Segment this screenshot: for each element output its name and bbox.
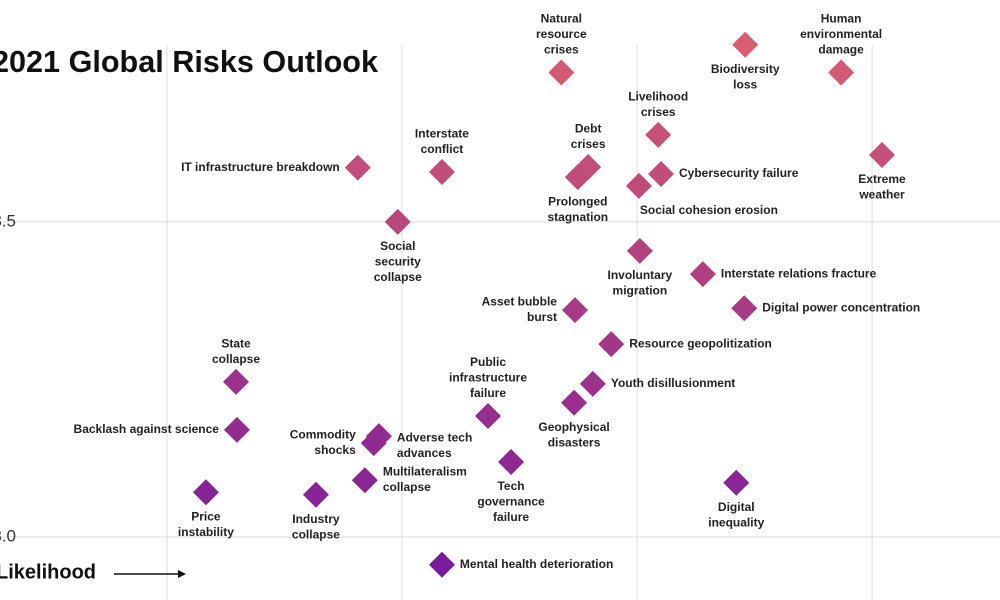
point-label: Price — [191, 509, 221, 523]
point-label: Youth disillusionment — [611, 376, 735, 390]
point-label: loss — [733, 77, 757, 91]
point-label: burst — [527, 310, 557, 324]
point-label: conflict — [421, 142, 464, 156]
point-label: Interstate relations fracture — [721, 266, 877, 280]
point-label: Debt — [575, 122, 602, 136]
point — [498, 448, 525, 475]
point-label: crises — [641, 105, 676, 119]
point — [548, 59, 575, 86]
point-label: Livelihood — [628, 90, 688, 104]
point-label: stagnation — [547, 210, 608, 224]
point-label: failure — [493, 510, 529, 524]
point-label: State — [221, 337, 251, 351]
x-axis-label: Likelihood — [0, 561, 96, 583]
point-label: Social — [380, 239, 415, 253]
point-label: collapse — [292, 527, 340, 541]
point-label: crises — [571, 137, 606, 151]
point-label: Industry — [292, 512, 340, 526]
point-label: Multilateralism — [383, 465, 467, 479]
point-label: Commodity — [290, 427, 356, 441]
point — [351, 467, 378, 494]
point-label: Social cohesion erosion — [640, 203, 778, 217]
point-label: Backlash against science — [74, 422, 220, 436]
point-label: governance — [477, 495, 545, 509]
point-label: Public — [470, 355, 506, 369]
point-label: Digital — [718, 500, 755, 514]
point — [626, 237, 653, 264]
point-label: security — [375, 255, 421, 269]
point — [868, 142, 895, 169]
point-label: failure — [470, 386, 506, 400]
point-label: environmental — [800, 27, 882, 41]
point-label: Cybersecurity failure — [679, 166, 799, 180]
point-label: Mental health deterioration — [460, 557, 613, 571]
point-label: inequality — [708, 515, 764, 529]
point — [223, 416, 250, 443]
point-label: Involuntary — [608, 268, 673, 282]
y-tick-label: 3.0 — [0, 526, 16, 545]
point — [731, 295, 758, 322]
point — [723, 469, 750, 496]
grid — [0, 45, 1000, 600]
point — [428, 551, 455, 578]
point-label: instability — [178, 525, 234, 539]
point — [344, 154, 371, 181]
point-label: weather — [858, 188, 905, 202]
point-label: Biodiversity — [711, 62, 780, 76]
point-label: Asset bubble — [482, 295, 558, 309]
point — [428, 159, 455, 186]
point — [561, 297, 588, 324]
point-label: shocks — [314, 443, 356, 457]
point — [828, 59, 855, 86]
point — [223, 368, 250, 395]
point — [689, 261, 716, 288]
point-label: Interstate — [415, 127, 469, 141]
point-label: crises — [544, 43, 579, 57]
point-label: Adverse tech — [397, 431, 472, 445]
point-label: Human — [821, 12, 862, 26]
point — [598, 331, 625, 358]
point-label: Extreme — [858, 172, 906, 186]
point — [475, 402, 502, 429]
point — [384, 208, 411, 235]
point-label: resource — [536, 27, 587, 41]
point — [648, 160, 675, 187]
point-label: disasters — [548, 435, 601, 449]
point-label: migration — [613, 284, 668, 298]
chart-title: 2021 Global Risks Outlook — [0, 44, 379, 79]
point-label: collapse — [212, 352, 260, 366]
point — [360, 430, 387, 457]
point-label: Digital power concentration — [762, 300, 920, 314]
point — [732, 31, 759, 58]
axis-arrow-head — [178, 570, 186, 578]
point — [564, 164, 591, 191]
point-label: Prolonged — [548, 194, 607, 208]
point-label: Natural — [541, 12, 582, 26]
point — [645, 121, 672, 148]
point-label: collapse — [383, 480, 431, 494]
point-label: Geophysical — [538, 420, 609, 434]
point — [579, 370, 606, 397]
point — [192, 479, 219, 506]
point-label: collapse — [374, 270, 422, 284]
point — [625, 172, 652, 199]
point-label: advances — [397, 446, 452, 460]
point-label: IT infrastructure breakdown — [181, 160, 340, 174]
y-tick-label: 3.5 — [0, 211, 16, 230]
point-label: Resource geopolitization — [629, 336, 772, 350]
point-label: Tech — [497, 479, 524, 493]
point — [561, 389, 588, 416]
point — [302, 481, 329, 508]
point-label: infrastructure — [449, 371, 527, 385]
point-label: damage — [818, 43, 864, 57]
